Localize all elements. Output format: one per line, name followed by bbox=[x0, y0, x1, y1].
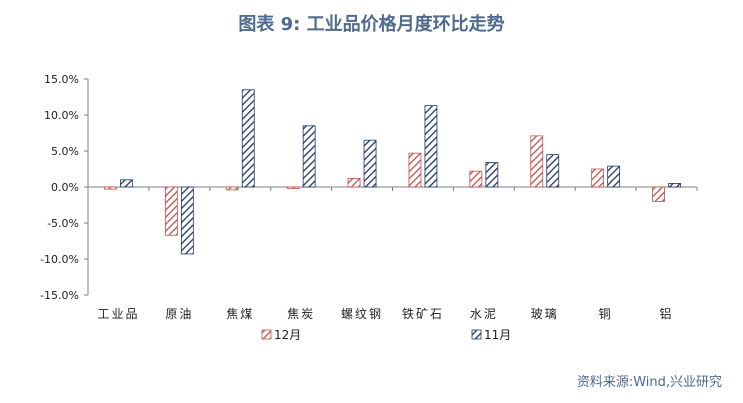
y-tick-label: -10.0% bbox=[40, 253, 79, 266]
legend-label-12月: 12月 bbox=[274, 328, 301, 342]
bar-11月-工业品 bbox=[120, 179, 133, 188]
legend-swatch-11月 bbox=[471, 329, 482, 340]
x-category-label: 工业品 bbox=[97, 307, 139, 321]
bar-12月-工业品 bbox=[104, 186, 117, 190]
source-note: 资料来源:Wind,兴业研究 bbox=[576, 375, 722, 390]
y-tick-label: -15.0% bbox=[40, 289, 79, 302]
x-category-label: 玻璃 bbox=[531, 307, 559, 321]
legend-label-11月: 11月 bbox=[484, 328, 511, 342]
legend-swatch-12月 bbox=[261, 329, 272, 340]
bar-12月-螺纹钢 bbox=[347, 177, 361, 188]
x-category-label: 铁矿石 bbox=[402, 307, 444, 321]
bar-11月-水泥 bbox=[485, 162, 499, 188]
y-tick-label: 5.0% bbox=[51, 145, 79, 158]
bar-12月-焦煤 bbox=[225, 186, 239, 191]
x-category-label: 铜 bbox=[599, 306, 613, 321]
y-tick-label: 0.0% bbox=[51, 181, 79, 194]
bar-12月-焦炭 bbox=[286, 186, 300, 189]
chart-title: 图表 9: 工业品价格月度环比走势 bbox=[238, 14, 505, 35]
bar-11月-焦炭 bbox=[302, 125, 316, 188]
labels: 15.0% 10.0% 5.0% 0.0% -5.0% -10.0% -15.0% 工业品 原油… bbox=[40, 73, 674, 321]
bar-11月-铁矿石 bbox=[424, 105, 438, 188]
legend: 12月 11月 bbox=[261, 328, 511, 342]
bar-12月-水泥 bbox=[469, 170, 483, 188]
x-category-label: 水泥 bbox=[470, 307, 498, 321]
x-category-label: 焦煤 bbox=[226, 307, 254, 321]
bar-12月-玻璃 bbox=[530, 135, 544, 188]
y-tick-label: 10.0% bbox=[44, 109, 79, 122]
y-tick-label: 15.0% bbox=[44, 73, 79, 86]
bars bbox=[104, 89, 681, 255]
x-category-label: 螺纹钢 bbox=[341, 307, 383, 321]
x-category-label: 焦炭 bbox=[287, 307, 315, 321]
bar-12月-铜 bbox=[591, 168, 605, 188]
x-category-label: 原油 bbox=[165, 307, 193, 321]
bar-12月-原油 bbox=[164, 186, 178, 236]
bar-11月-焦煤 bbox=[241, 89, 255, 188]
bar-12月-铁矿石 bbox=[408, 152, 422, 188]
bar-12月-铝 bbox=[652, 186, 665, 202]
bar-11月-玻璃 bbox=[546, 154, 560, 188]
bar-11月-螺纹钢 bbox=[363, 139, 377, 188]
bar-11月-铝 bbox=[668, 182, 681, 188]
y-tick-label: -5.0% bbox=[47, 217, 79, 230]
bar-11月-原油 bbox=[180, 186, 194, 255]
bar-11月-铜 bbox=[607, 165, 621, 188]
x-category-label: 铝 bbox=[660, 306, 674, 321]
